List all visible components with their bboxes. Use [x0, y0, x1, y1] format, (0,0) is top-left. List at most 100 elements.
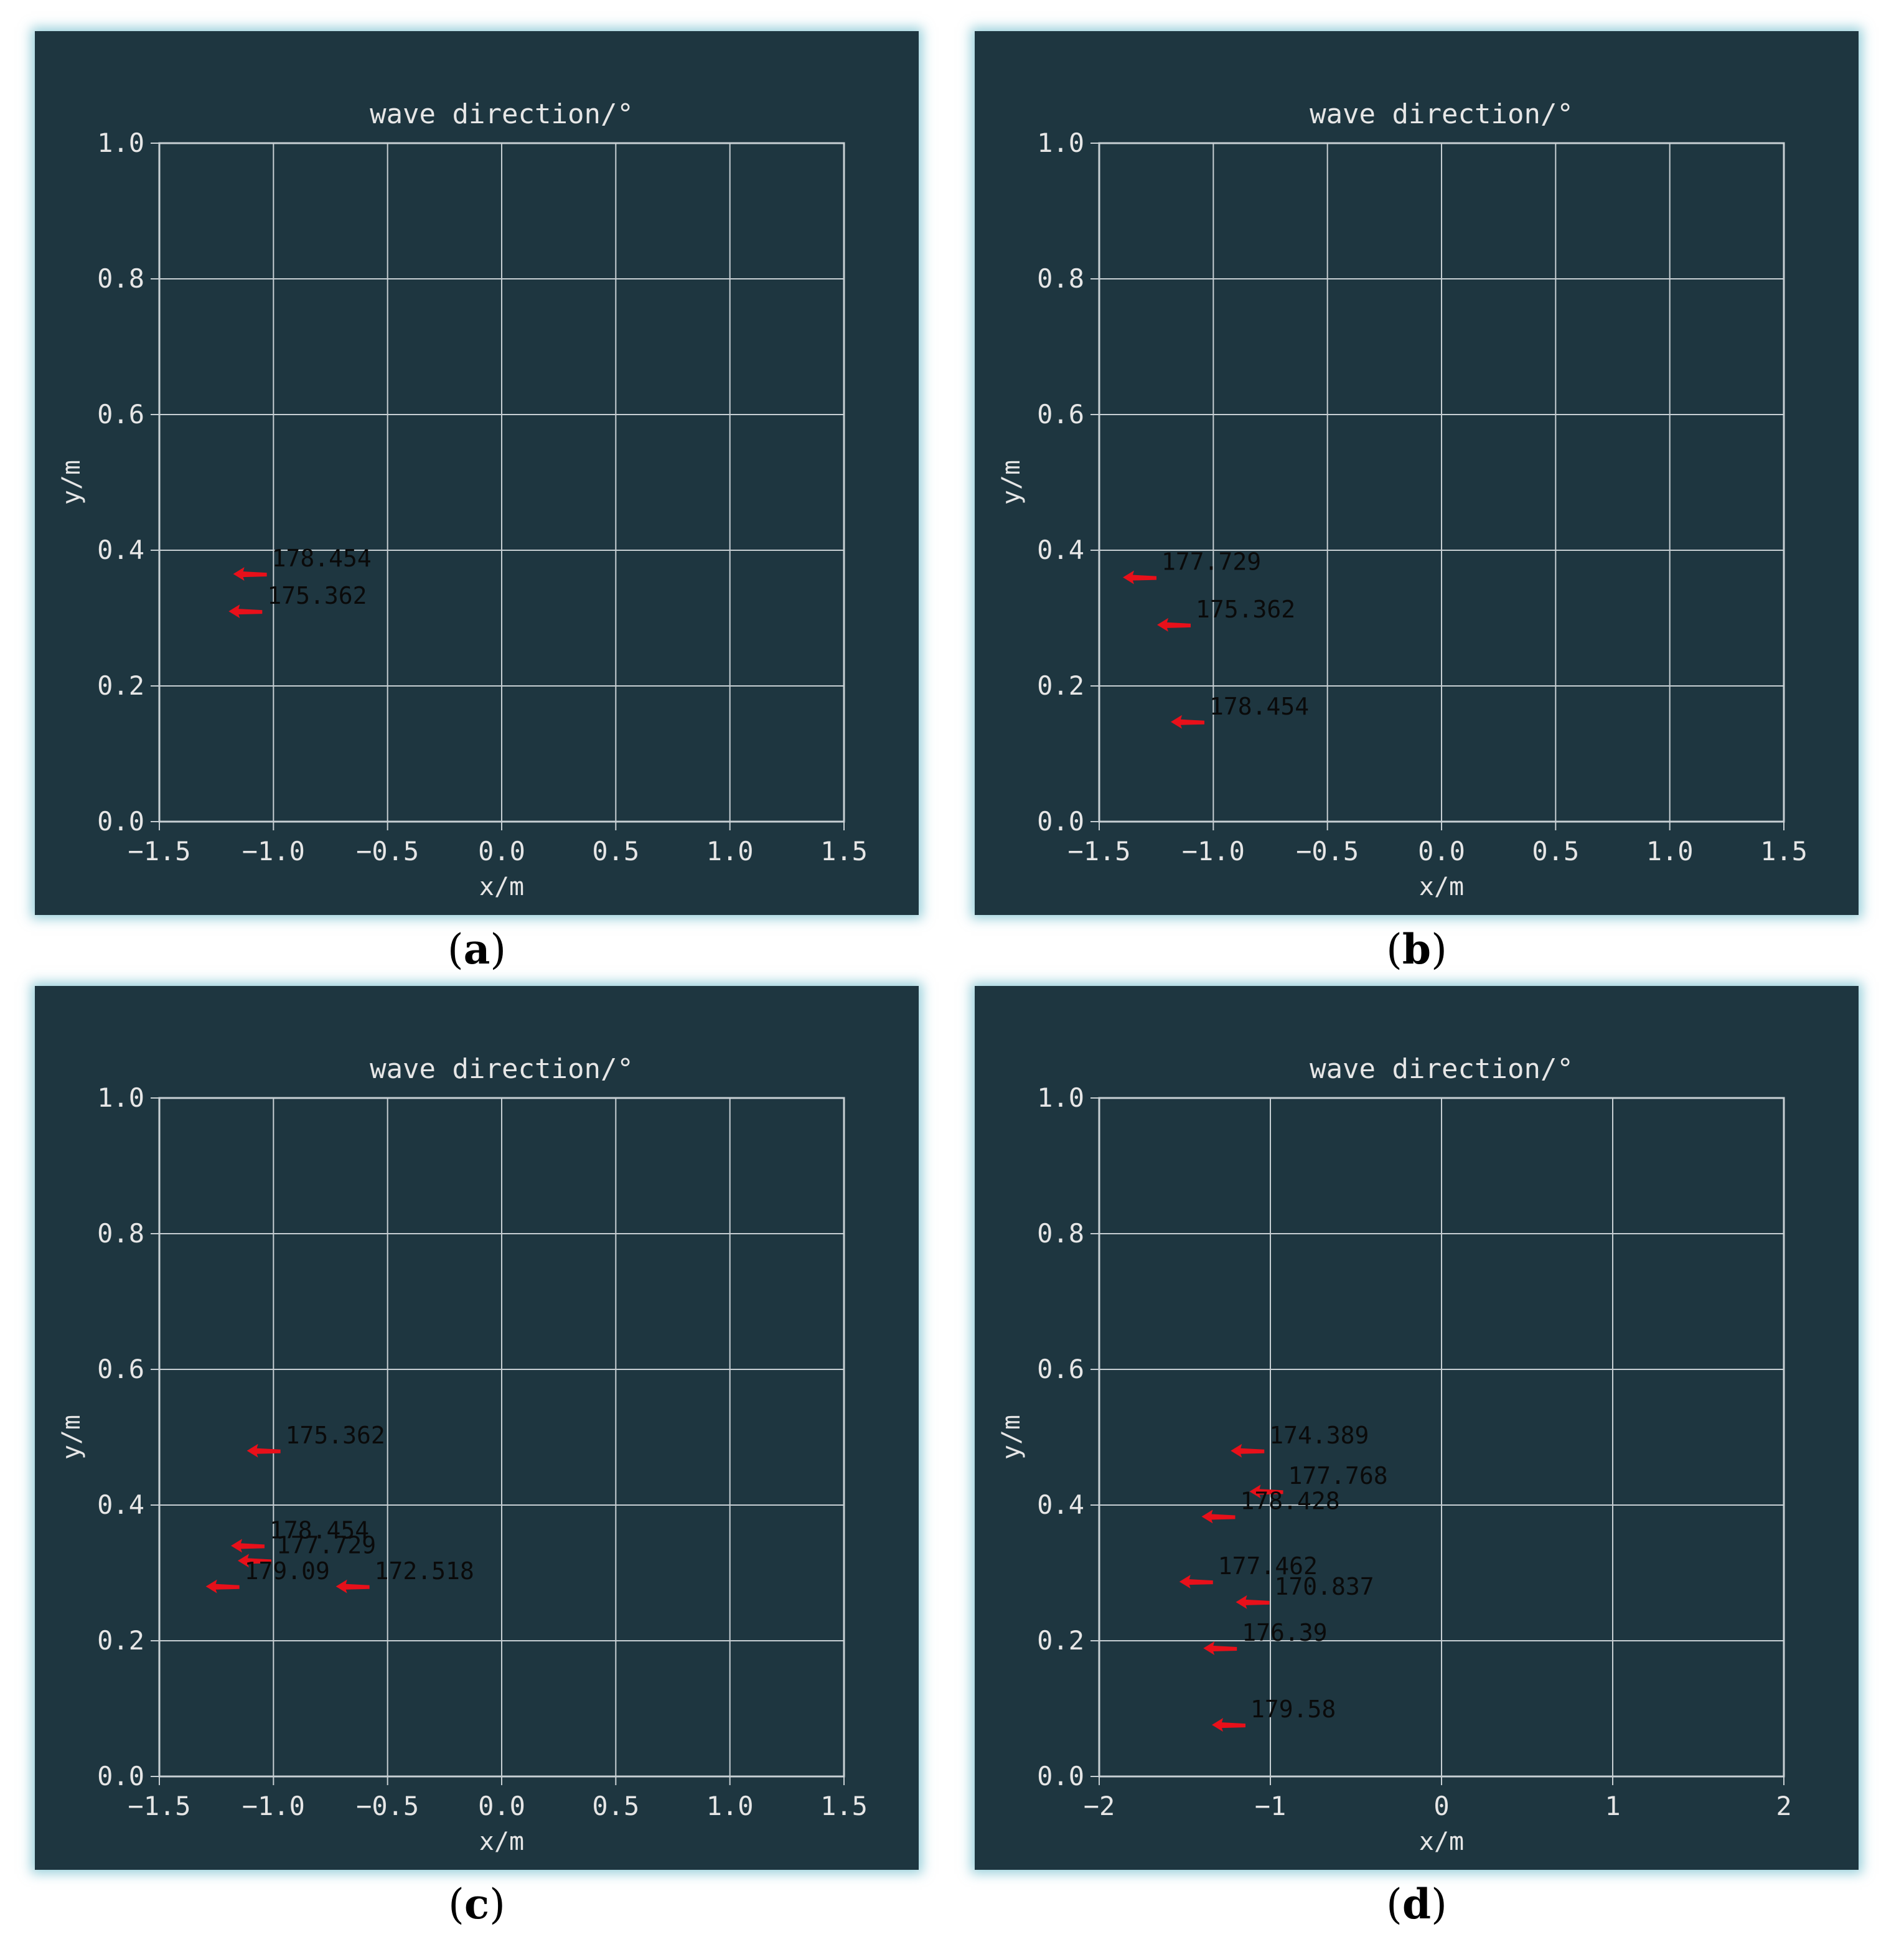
caption-letter: d	[1402, 1880, 1432, 1928]
y-tick-label: 0.0	[1037, 1761, 1084, 1791]
wave-arrow-marker	[233, 567, 267, 581]
x-tick-label: 1	[1605, 1791, 1620, 1821]
y-tick-label: 0.0	[97, 806, 144, 837]
point-label: 175.362	[286, 1422, 385, 1449]
wave-arrow-marker	[1201, 1509, 1236, 1524]
x-tick-label: 1.0	[1646, 836, 1694, 866]
x-axis-label: x/m	[1419, 873, 1464, 901]
point-label: 175.362	[1196, 596, 1295, 623]
chart-title: wave direction/°	[370, 1053, 634, 1085]
x-tick-label: −0.5	[356, 836, 419, 866]
y-tick-label: 0.2	[97, 1625, 144, 1656]
y-axis-label: y/m	[57, 460, 86, 505]
wave-arrow-marker	[1249, 1485, 1283, 1499]
x-tick-label: −1.0	[1182, 836, 1245, 866]
x-tick-label: 0.0	[478, 836, 525, 866]
x-tick-label: −1.5	[128, 836, 190, 866]
x-tick-label: −1.5	[128, 1791, 190, 1821]
caption-letter: b	[1402, 925, 1432, 973]
point-label: 177.768	[1288, 1462, 1388, 1490]
caption-letter: c	[464, 1880, 490, 1928]
plot-frame	[1098, 1097, 1785, 1778]
point-label: 177.729	[1161, 548, 1261, 576]
y-tick-label: 0.2	[1037, 1625, 1084, 1656]
x-tick-label: 0.0	[1418, 836, 1465, 866]
wave-arrow-marker	[231, 1539, 265, 1553]
y-axis-label: y/m	[997, 460, 1026, 505]
y-tick-label: 0.0	[97, 1761, 144, 1791]
x-tick-label: 1.0	[706, 1791, 754, 1821]
wave-arrow-marker	[1231, 1443, 1265, 1458]
x-tick-label: 0.0	[478, 1791, 525, 1821]
y-tick-label: 0.8	[1037, 1218, 1084, 1249]
y-tick-label: 0.4	[1037, 1490, 1084, 1520]
scatter-chart: −1.5 −1.0 −0.5 0.0 0.5 1.0 1.5 0.0 0.2 0.4 0.6 0.8 1…	[997, 98, 1808, 901]
x-axis-label: x/m	[479, 1827, 524, 1856]
caption-letter: a	[463, 925, 490, 973]
x-tick-label: −1.0	[242, 1791, 305, 1821]
x-tick-label: 0.5	[592, 1791, 639, 1821]
y-tick-label: 0.2	[97, 670, 144, 701]
plot-frame	[158, 142, 845, 823]
point-label: 170.837	[1275, 1573, 1374, 1600]
x-tick-label: 1.0	[706, 836, 754, 866]
point-label: 178.454	[1209, 693, 1309, 720]
y-tick-label: 1.0	[1037, 128, 1084, 158]
figure-caption: (b)	[1386, 925, 1447, 973]
wave-arrow-marker	[246, 1443, 281, 1458]
chart-background: −1.5 −1.0 −0.5 0.0 0.5 1.0 1.5 0.0 0.2 0.4 0.6 0.8 1…	[35, 31, 919, 915]
y-tick-label: 1.0	[1037, 1082, 1084, 1113]
point-label: 179.09	[245, 1557, 330, 1585]
point-label: 178.428	[1240, 1488, 1340, 1515]
y-tick-label: 0.8	[97, 263, 144, 294]
x-tick-label: 0.5	[1532, 836, 1579, 866]
wave-arrow-marker	[1212, 1718, 1245, 1732]
point-label: 178.454	[272, 545, 372, 572]
wave-arrow-marker	[238, 1554, 271, 1568]
y-tick-label: 0.8	[97, 1218, 144, 1249]
y-tick-label: 0.6	[1037, 399, 1084, 429]
chart-title: wave direction/°	[1310, 98, 1573, 130]
point-label: 178.454	[270, 1516, 369, 1544]
x-tick-label: 0	[1433, 1791, 1449, 1821]
wave-arrow-marker	[1171, 715, 1204, 729]
chart-background: −1.5 −1.0 −0.5 0.0 0.5 1.0 1.5 0.0 0.2 0.4 0.6 0.8 1…	[975, 31, 1859, 915]
point-label: 174.389	[1269, 1422, 1369, 1449]
chart-title: wave direction/°	[370, 98, 634, 130]
point-label: 177.462	[1218, 1552, 1318, 1580]
plot-frame	[158, 1097, 845, 1778]
y-axis-label: y/m	[57, 1415, 86, 1460]
x-tick-label: −2	[1084, 1791, 1115, 1821]
plot-frame	[1098, 142, 1785, 823]
y-tick-label: 1.0	[97, 128, 144, 158]
y-tick-label: 0.6	[97, 1354, 144, 1384]
wave-arrow-marker	[1123, 570, 1156, 584]
point-label: 176.39	[1242, 1619, 1327, 1646]
scatter-chart: −1.5 −1.0 −0.5 0.0 0.5 1.0 1.5 0.0 0.2 0.4 0.6 0.8 1…	[57, 1053, 868, 1856]
x-tick-label: 1.5	[820, 1791, 868, 1821]
point-label: 177.729	[276, 1531, 376, 1559]
x-tick-label: −0.5	[1296, 836, 1359, 866]
point-label: 175.362	[267, 582, 367, 609]
x-tick-label: 2	[1776, 1791, 1791, 1821]
wave-arrow-marker	[1157, 617, 1191, 632]
x-tick-label: 1.5	[1760, 836, 1808, 866]
chart-background: −2 −1 0 1 2 0.0 0.2 0.4 0.6 0.8 1.0 wave direction/…	[975, 986, 1859, 1870]
wave-arrow-marker	[205, 1579, 240, 1593]
x-tick-label: −1.0	[242, 836, 305, 866]
figure-caption: (c)	[448, 1880, 505, 1928]
wave-arrow-marker	[1203, 1641, 1237, 1655]
x-tick-label: −0.5	[356, 1791, 419, 1821]
wave-arrow-marker	[1236, 1595, 1270, 1609]
figure-caption: (a)	[447, 925, 507, 973]
y-tick-label: 0.0	[1037, 806, 1084, 837]
scatter-chart: −1.5 −1.0 −0.5 0.0 0.5 1.0 1.5 0.0 0.2 0.4 0.6 0.8 1…	[57, 98, 868, 901]
y-tick-label: 0.4	[97, 535, 144, 565]
x-axis-label: x/m	[479, 873, 524, 901]
y-tick-label: 0.2	[1037, 670, 1084, 701]
wave-arrow-marker	[1179, 1575, 1213, 1589]
y-tick-label: 0.4	[97, 1490, 144, 1520]
wave-arrow-marker	[228, 604, 263, 619]
y-tick-label: 0.4	[1037, 535, 1084, 565]
chart-background: −1.5 −1.0 −0.5 0.0 0.5 1.0 1.5 0.0 0.2 0.4 0.6 0.8 1…	[35, 986, 919, 1870]
